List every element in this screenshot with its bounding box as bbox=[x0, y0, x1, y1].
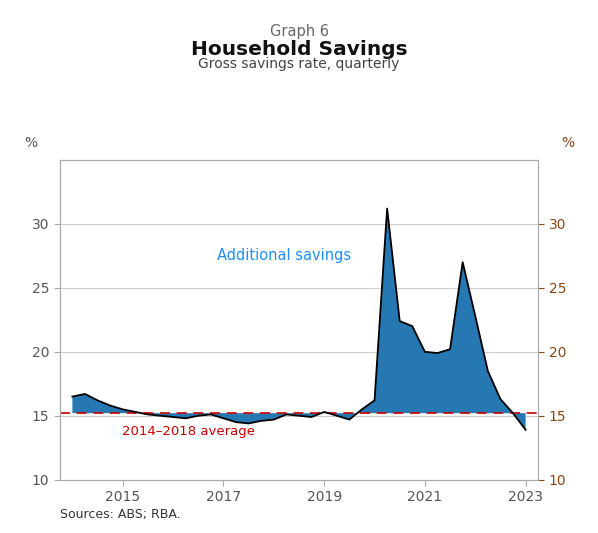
Text: Sources: ABS; RBA.: Sources: ABS; RBA. bbox=[60, 508, 181, 521]
Text: %: % bbox=[561, 136, 574, 150]
Text: Additional savings: Additional savings bbox=[217, 248, 351, 263]
Text: %: % bbox=[24, 136, 37, 150]
Text: Gross savings rate, quarterly: Gross savings rate, quarterly bbox=[199, 57, 399, 71]
Text: 2014–2018 average: 2014–2018 average bbox=[122, 425, 255, 438]
Text: Graph 6: Graph 6 bbox=[270, 24, 328, 39]
Text: Household Savings: Household Savings bbox=[191, 40, 407, 59]
